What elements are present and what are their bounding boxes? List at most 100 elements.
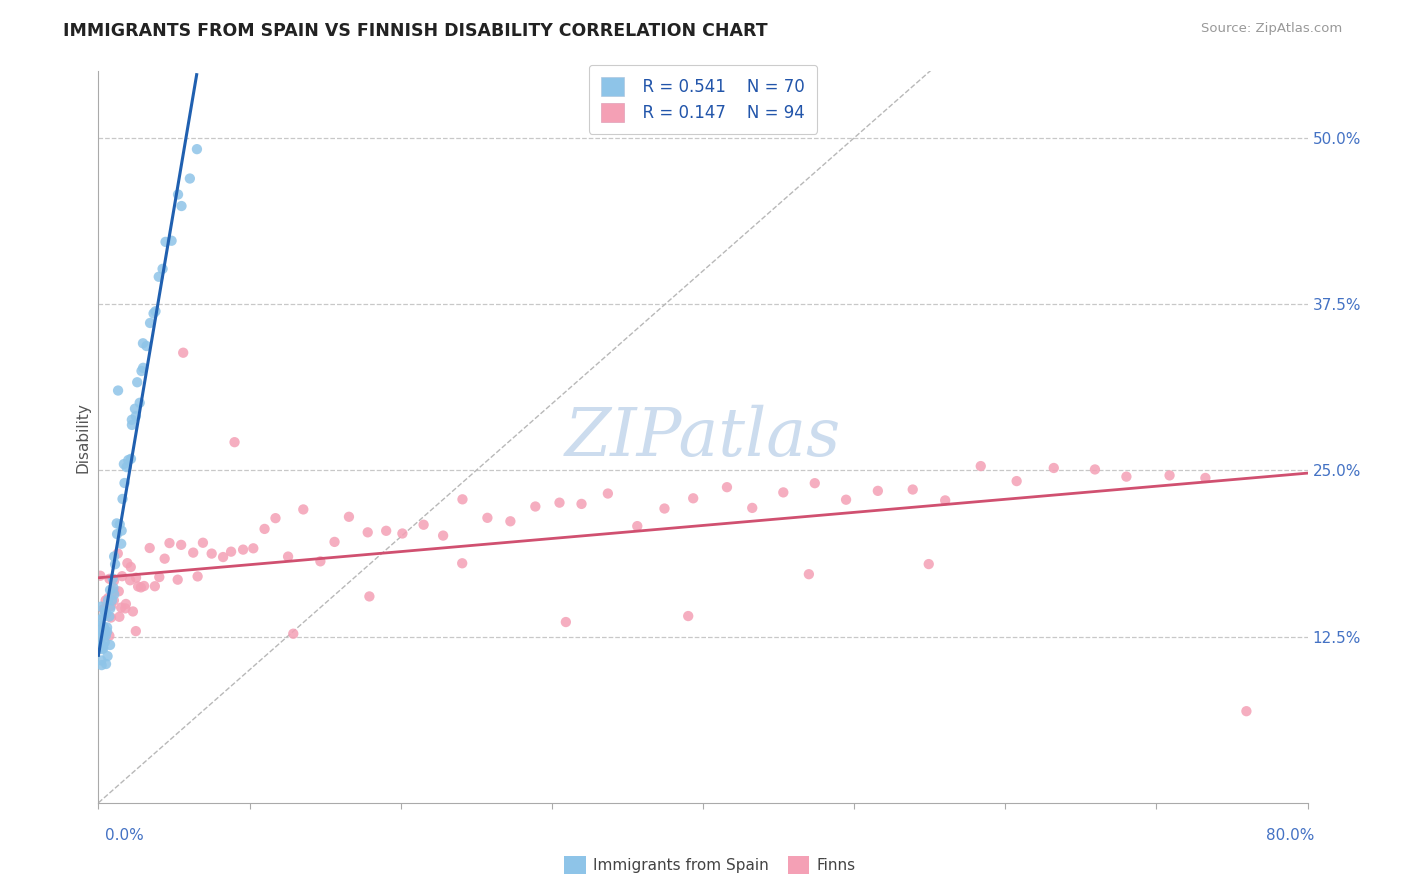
- Point: [1005, 474, 1028, 488]
- Point: [499, 514, 522, 528]
- Point: [94, 629, 117, 643]
- Point: [131, 364, 153, 378]
- Point: [1194, 471, 1216, 485]
- Point: [111, 569, 134, 583]
- Point: [391, 526, 413, 541]
- Point: [153, 551, 176, 566]
- Point: [89, 613, 111, 627]
- Point: [432, 528, 454, 542]
- Point: [135, 339, 157, 353]
- Point: [866, 483, 889, 498]
- Point: [97, 649, 120, 664]
- Point: [155, 235, 177, 249]
- Point: [128, 396, 150, 410]
- Point: [359, 590, 381, 604]
- Point: [676, 609, 699, 624]
- Point: [117, 556, 139, 570]
- Point: [98, 572, 121, 586]
- Point: [125, 571, 148, 585]
- Point: [93, 622, 115, 636]
- Point: [114, 601, 136, 615]
- Point: [187, 569, 209, 583]
- Point: [110, 537, 132, 551]
- Legend:   R = 0.541    N = 70,   R = 0.147    N = 94: R = 0.541 N = 70, R = 0.147 N = 94: [589, 65, 817, 134]
- Point: [138, 541, 160, 555]
- Point: [90, 658, 112, 673]
- Point: [103, 593, 125, 607]
- Point: [115, 460, 138, 475]
- Point: [114, 475, 136, 490]
- Point: [100, 599, 122, 613]
- Point: [242, 541, 264, 556]
- Point: [716, 480, 738, 494]
- Point: [159, 536, 181, 550]
- Point: [292, 502, 315, 516]
- Point: [451, 556, 474, 570]
- Text: ZIPatlas: ZIPatlas: [565, 404, 841, 470]
- Text: IMMIGRANTS FROM SPAIN VS FINNISH DISABILITY CORRELATION CHART: IMMIGRANTS FROM SPAIN VS FINNISH DISABIL…: [63, 22, 768, 40]
- Point: [93, 602, 115, 616]
- Point: [90, 629, 112, 643]
- Point: [105, 527, 128, 541]
- Point: [91, 639, 114, 653]
- Point: [91, 622, 114, 636]
- Point: [104, 558, 127, 572]
- Point: [524, 500, 547, 514]
- Point: [682, 491, 704, 506]
- Point: [337, 509, 360, 524]
- Point: [125, 624, 148, 639]
- Point: [179, 171, 201, 186]
- Point: [232, 542, 254, 557]
- Point: [219, 544, 242, 558]
- Point: [100, 610, 122, 624]
- Point: [323, 535, 346, 549]
- Point: [107, 547, 129, 561]
- Point: [797, 567, 820, 582]
- Point: [89, 568, 111, 582]
- Point: [1084, 462, 1107, 476]
- Point: [94, 657, 117, 671]
- Point: [97, 593, 120, 607]
- Point: [152, 261, 174, 276]
- Point: [283, 626, 305, 640]
- Point: [1115, 469, 1137, 483]
- Legend: Immigrants from Spain, Finns: Immigrants from Spain, Finns: [558, 850, 862, 880]
- Point: [148, 570, 170, 584]
- Point: [98, 601, 121, 615]
- Point: [122, 604, 145, 618]
- Point: [451, 492, 474, 507]
- Point: [201, 547, 224, 561]
- Point: [129, 581, 152, 595]
- Point: [142, 306, 165, 320]
- Point: [91, 620, 114, 634]
- Point: [103, 587, 125, 601]
- Point: [111, 524, 134, 538]
- Point: [98, 582, 121, 597]
- Point: [934, 493, 956, 508]
- Point: [166, 573, 188, 587]
- Point: [91, 639, 114, 653]
- Point: [103, 581, 125, 595]
- Point: [127, 376, 149, 390]
- Point: [90, 599, 112, 614]
- Point: [167, 187, 190, 202]
- Point: [96, 620, 118, 634]
- Point: [108, 517, 131, 532]
- Point: [596, 486, 619, 500]
- Point: [103, 574, 125, 588]
- Point: [111, 491, 134, 506]
- Point: [93, 641, 115, 656]
- Point: [186, 142, 208, 156]
- Point: [91, 610, 114, 624]
- Point: [918, 557, 941, 571]
- Point: [554, 615, 576, 629]
- Point: [412, 517, 434, 532]
- Point: [970, 459, 993, 474]
- Point: [170, 538, 193, 552]
- Point: [253, 522, 276, 536]
- Point: [121, 413, 143, 427]
- Point: [148, 269, 170, 284]
- Point: [93, 629, 115, 643]
- Point: [105, 516, 128, 531]
- Point: [98, 638, 121, 652]
